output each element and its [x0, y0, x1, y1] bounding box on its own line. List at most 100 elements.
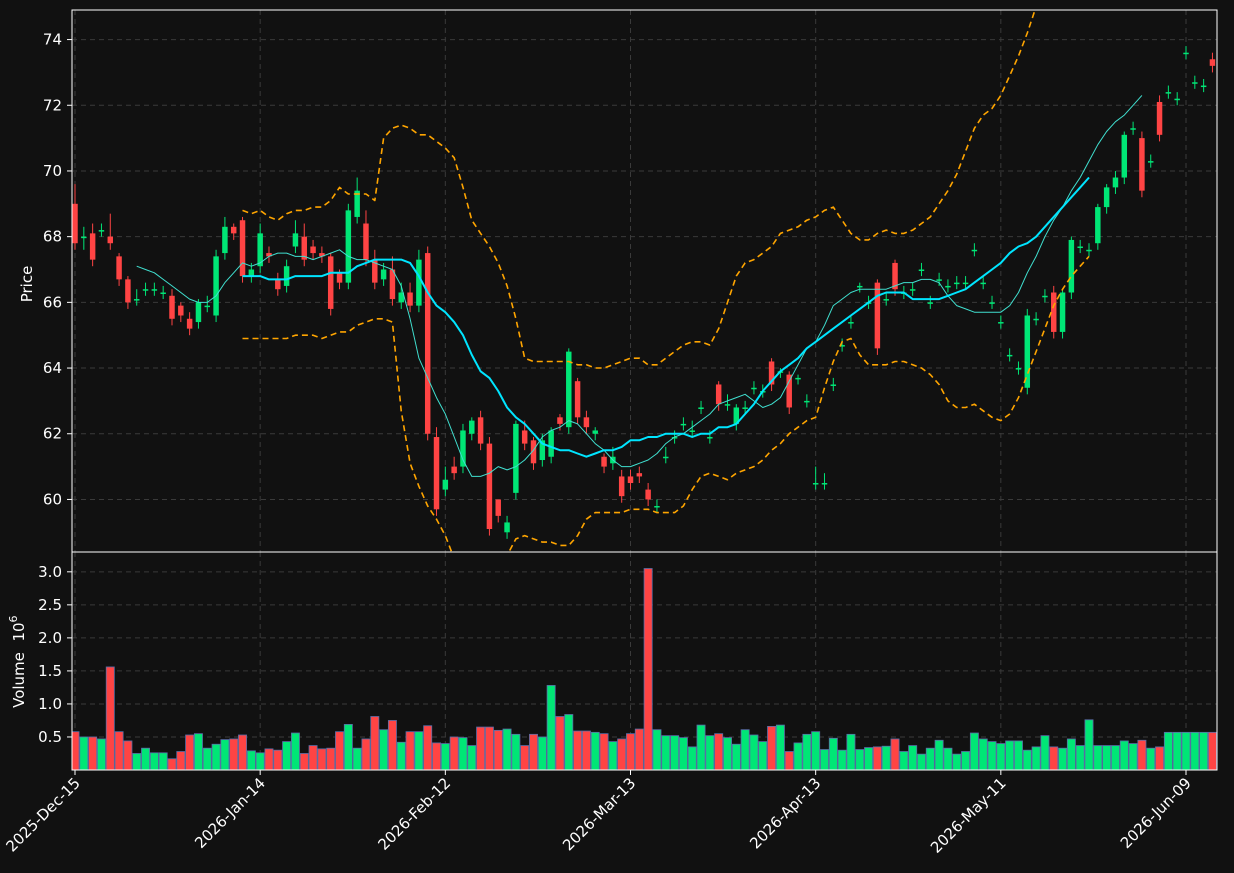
- volume-bar-down: [273, 749, 283, 770]
- price-grid: [72, 10, 1217, 552]
- volume-bar-down: [581, 730, 591, 770]
- candle-body-down: [477, 417, 484, 444]
- candle-body-up: [1147, 161, 1154, 163]
- volume-bar-up: [1128, 743, 1138, 770]
- volume-bar-up: [1084, 719, 1094, 770]
- volume-bar-up: [1075, 745, 1085, 770]
- volume-bar-up: [1040, 735, 1050, 770]
- volume-tick-label: 2.0: [38, 629, 62, 647]
- price-tick-label: 66: [43, 293, 62, 311]
- volume-bar-up: [1022, 749, 1032, 770]
- panel-frames: [71, 9, 1218, 771]
- volume-bar-up: [678, 737, 688, 770]
- candle-body-up: [795, 377, 801, 380]
- candle-body-up: [81, 236, 87, 239]
- candle-body-up: [133, 299, 140, 301]
- volume-bar-up: [1102, 745, 1112, 770]
- candle-body-up: [398, 292, 404, 303]
- volume-bar-up: [855, 749, 865, 770]
- candle-body-up: [548, 430, 554, 457]
- volume-bar-down: [370, 716, 380, 770]
- candle-body-up: [1183, 52, 1189, 55]
- candle-body-up: [998, 322, 1004, 324]
- sma-slow-line: [242, 176, 1090, 458]
- candle-body-down: [169, 295, 175, 319]
- candle-body-up: [989, 302, 995, 304]
- candle-body-down: [1139, 138, 1145, 191]
- candle-body-up: [945, 285, 951, 288]
- candle-body-up: [1200, 85, 1207, 88]
- volume-bar-up: [864, 747, 874, 770]
- candle-body-up: [1059, 292, 1066, 332]
- volume-bar-up: [132, 753, 142, 770]
- candle-body-up: [1068, 239, 1075, 293]
- candle-body-down: [178, 305, 184, 316]
- candle-body-up: [283, 266, 290, 286]
- volume-bar-up: [79, 736, 89, 770]
- candle-body-down: [266, 253, 272, 257]
- volume-bar-up: [661, 735, 671, 770]
- volume-bar-down: [264, 748, 274, 770]
- volume-bar-down: [88, 736, 98, 770]
- candle-body-down: [89, 233, 96, 260]
- candle-body-down: [363, 223, 369, 260]
- candle-body-up: [469, 420, 475, 434]
- volume-bar-up: [537, 736, 547, 770]
- price-tick-label: 68: [43, 228, 62, 246]
- volume-bar-up: [220, 739, 230, 770]
- candle-body-up: [1174, 98, 1180, 101]
- price-tick-label: 74: [43, 31, 62, 49]
- volume-bar-up: [652, 729, 662, 770]
- candle-body-down: [72, 203, 78, 244]
- volume-bar-up: [564, 714, 574, 770]
- candle-body-up: [751, 387, 757, 390]
- time-tick-label: 2026-Feb-12: [375, 774, 455, 854]
- candle-body-down: [239, 220, 246, 277]
- volume-bar-down: [714, 733, 724, 770]
- volume-bar-up: [414, 731, 424, 770]
- sma-fast-line: [136, 95, 1143, 477]
- volume-bar-down: [423, 725, 433, 770]
- volume-bar-up: [352, 747, 362, 770]
- candle-body-up: [292, 233, 299, 247]
- volume-bar-up: [379, 729, 389, 770]
- candle-body-up: [857, 285, 863, 288]
- volume-bar-up: [246, 750, 256, 770]
- candle-body-up: [936, 279, 942, 281]
- candle-body-down: [530, 440, 537, 464]
- volume-bar-up: [1146, 747, 1156, 770]
- candle-body-up: [1095, 207, 1101, 244]
- volume-bar-down: [634, 728, 644, 770]
- candle-body-down: [557, 417, 563, 424]
- candle-body-down: [583, 417, 590, 428]
- volume-bar-up: [881, 745, 891, 770]
- candle-body-down: [336, 272, 343, 283]
- volume-bar-down: [167, 758, 177, 770]
- price-axis-label: Price: [18, 266, 36, 303]
- candle-body-down: [116, 256, 122, 280]
- volume-bar-down: [555, 716, 565, 770]
- volume-bar-down: [105, 666, 115, 770]
- candle-body-up: [671, 437, 678, 439]
- volume-bar-down: [1137, 739, 1147, 770]
- candle-body-down: [892, 262, 898, 290]
- volume-bar-up: [1058, 747, 1068, 770]
- bollinger-upper-line: [242, 10, 1036, 369]
- candle-body-up: [839, 345, 845, 347]
- candle-body-down: [107, 236, 114, 244]
- volume-tick-label: 3.0: [38, 563, 62, 581]
- candle-body-down: [645, 489, 651, 500]
- candle-body-up: [830, 384, 837, 386]
- volume-bar-up: [193, 733, 203, 770]
- volume-bar-up: [343, 724, 353, 770]
- candle-body-up: [98, 230, 105, 232]
- candle-body-down: [310, 246, 316, 254]
- price-tick-label: 64: [43, 359, 62, 377]
- candle-body-up: [680, 423, 687, 426]
- price-panel-frame: [71, 9, 1218, 553]
- price-plot-area: [72, 10, 1216, 552]
- candle-body-up: [1112, 177, 1119, 188]
- volume-bar-up: [1190, 731, 1200, 770]
- volume-bar-up: [502, 728, 512, 770]
- candle-body-up: [1015, 368, 1022, 370]
